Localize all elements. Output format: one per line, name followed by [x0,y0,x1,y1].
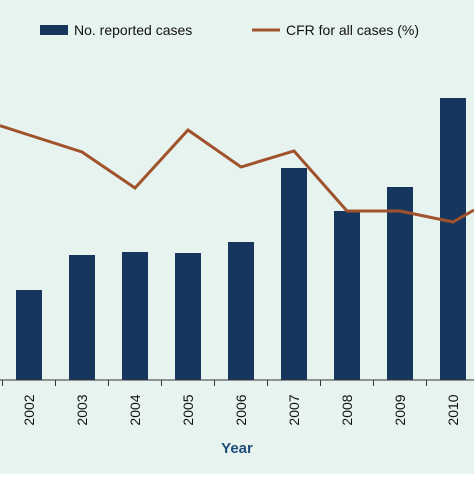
bar-2009 [387,187,413,380]
x-tick-label-2004: 2004 [127,394,143,425]
x-tick-label-2003: 2003 [74,394,90,425]
bar-2007 [281,168,307,380]
bar-2005 [175,253,201,380]
x-tick-label-2007: 2007 [286,394,302,425]
x-tick-label-2006: 2006 [233,394,249,425]
legend-bar-swatch [40,25,68,35]
bar-2008 [334,211,360,380]
bar-2004 [122,252,148,380]
x-tick-label-2005: 2005 [180,394,196,425]
legend-line-label: CFR for all cases (%) [286,22,419,38]
legend-bar-label: No. reported cases [74,22,192,38]
bar-2003 [69,255,95,380]
bar-2002 [16,290,42,380]
bar-2006 [228,242,254,380]
x-tick-label-2008: 2008 [339,394,355,425]
bar-2010 [440,98,466,380]
x-axis-title: Year [221,440,253,457]
x-tick-label-2009: 2009 [392,394,408,425]
x-tick-label-2010: 2010 [445,394,461,425]
x-tick-label-2002: 2002 [21,394,37,425]
